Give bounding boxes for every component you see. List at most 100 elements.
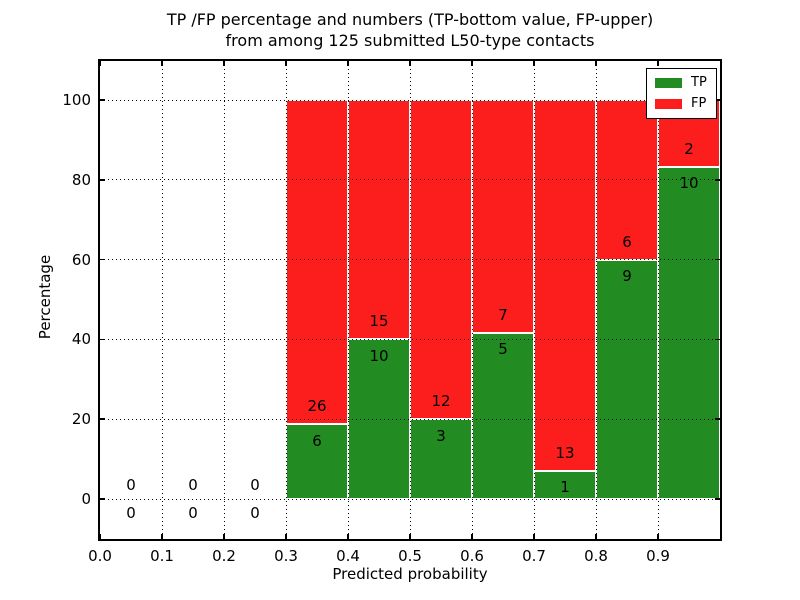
gridline-x <box>347 61 349 539</box>
fp-legend-label: FP <box>691 96 707 111</box>
fp-count-label: 2 <box>684 139 694 158</box>
y-tick-label: 60 <box>71 250 91 269</box>
fp-count-label: 26 <box>307 397 327 416</box>
y-tick-label: 20 <box>71 410 91 429</box>
x-tick-mark <box>347 534 349 539</box>
x-tick-label: 0.7 <box>522 547 546 565</box>
tp-legend-label: TP <box>691 75 707 90</box>
y-tick-mark-right <box>715 179 720 181</box>
x-tick-mark-top <box>595 61 597 66</box>
bar-segment-tp <box>658 166 720 499</box>
x-tick-mark <box>409 534 411 539</box>
y-tick-mark <box>100 99 105 101</box>
x-tick-mark-top <box>99 61 101 66</box>
x-tick-mark-top <box>471 61 473 66</box>
x-axis-label: Predicted probability <box>332 565 488 583</box>
y-tick-mark-right <box>715 418 720 420</box>
x-tick-mark <box>223 534 225 539</box>
fp-count-label: 6 <box>622 232 632 251</box>
gridline-x <box>533 61 535 539</box>
fp-count-label: 12 <box>431 392 451 411</box>
x-tick-mark-top <box>285 61 287 66</box>
x-tick-mark <box>657 534 659 539</box>
tp-count-label: 6 <box>312 431 322 450</box>
tp-count-label: 0 <box>188 503 198 522</box>
y-tick-mark-right <box>715 498 720 500</box>
bar-segment-fp <box>348 100 410 340</box>
tp-count-label: 0 <box>250 503 260 522</box>
x-tick-label: 0.3 <box>274 547 298 565</box>
legend-entry-tp: TP <box>655 76 707 90</box>
legend-entry-fp: FP <box>655 97 707 111</box>
fp-legend-swatch <box>655 99 682 109</box>
x-tick-label: 0.0 <box>88 547 112 565</box>
bar-segment-fp <box>472 100 534 333</box>
y-tick-label: 40 <box>71 330 91 349</box>
gridline-x <box>223 61 225 539</box>
gridline-x <box>657 61 659 539</box>
gridline-x <box>285 61 287 539</box>
y-tick-label: 100 <box>62 91 91 109</box>
chart-title-line2: from among 125 submitted L50-type contac… <box>225 31 595 50</box>
bar-segment-tp <box>286 424 348 499</box>
fp-count-label: 13 <box>555 443 575 462</box>
bar-segment-tp <box>534 470 596 499</box>
gridline-x <box>409 61 411 539</box>
x-tick-mark <box>99 534 101 539</box>
x-tick-label: 0.1 <box>150 547 174 565</box>
x-tick-label: 0.5 <box>398 547 422 565</box>
tp-count-label: 9 <box>622 267 632 286</box>
y-tick-label: 0 <box>81 490 91 508</box>
legend: TP FP <box>646 68 717 119</box>
chart-title: TP /FP percentage and numbers (TP-bottom… <box>100 9 720 51</box>
x-tick-mark-top <box>409 61 411 66</box>
x-tick-mark <box>595 534 597 539</box>
tp-count-label: 5 <box>498 340 508 359</box>
fp-count-label: 15 <box>369 312 389 331</box>
x-tick-label: 0.4 <box>336 547 360 565</box>
x-tick-mark-top <box>223 61 225 66</box>
x-tick-label: 0.2 <box>212 547 236 565</box>
y-tick-label: 80 <box>71 170 91 189</box>
x-tick-mark <box>285 534 287 539</box>
tp-legend-swatch <box>655 78 682 88</box>
fp-count-label: 0 <box>188 476 198 495</box>
x-tick-mark <box>533 534 535 539</box>
gridline-x <box>161 61 163 539</box>
x-tick-label: 0.8 <box>584 547 608 565</box>
y-tick-mark-right <box>715 99 720 101</box>
bar-segment-tp <box>410 419 472 499</box>
bar-segment-tp <box>596 259 658 499</box>
x-tick-mark-top <box>347 61 349 66</box>
tp-count-label: 0 <box>126 503 136 522</box>
fp-count-label: 0 <box>250 476 260 495</box>
y-tick-mark <box>100 418 105 420</box>
x-tick-label: 0.9 <box>646 547 670 565</box>
bar-segment-tp <box>472 332 534 499</box>
plot-area: TP FP 0 0 0 0 0 0 26 6 15 10 12 3 7 5 13 1 6 9 2 10 0.0 0.1 0.… <box>62 59 722 565</box>
chart-title-line1: TP /FP percentage and numbers (TP-bottom… <box>166 10 654 29</box>
x-tick-mark <box>161 534 163 539</box>
fp-count-label: 7 <box>498 305 508 324</box>
y-tick-mark <box>100 338 105 341</box>
y-tick-mark <box>100 258 105 261</box>
y-tick-mark <box>100 498 105 500</box>
y-tick-mark <box>100 179 105 181</box>
x-tick-mark-top <box>657 61 659 66</box>
tp-count-label: 10 <box>369 347 389 366</box>
y-axis-label: Percentage <box>36 254 54 340</box>
x-tick-mark-top <box>533 61 535 66</box>
tp-count-label: 1 <box>560 478 570 497</box>
x-tick-mark <box>471 534 473 539</box>
gridline-x <box>471 61 473 539</box>
gridline-x <box>595 61 597 539</box>
tp-count-label: 10 <box>679 174 699 193</box>
x-tick-label: 0.6 <box>460 547 484 565</box>
y-tick-mark-right <box>715 338 720 341</box>
bar-segment-fp <box>286 100 348 425</box>
x-tick-mark-top <box>161 61 163 66</box>
bar-segment-fp <box>534 100 596 471</box>
y-tick-mark-right <box>715 258 720 261</box>
fp-count-label: 0 <box>126 476 136 495</box>
